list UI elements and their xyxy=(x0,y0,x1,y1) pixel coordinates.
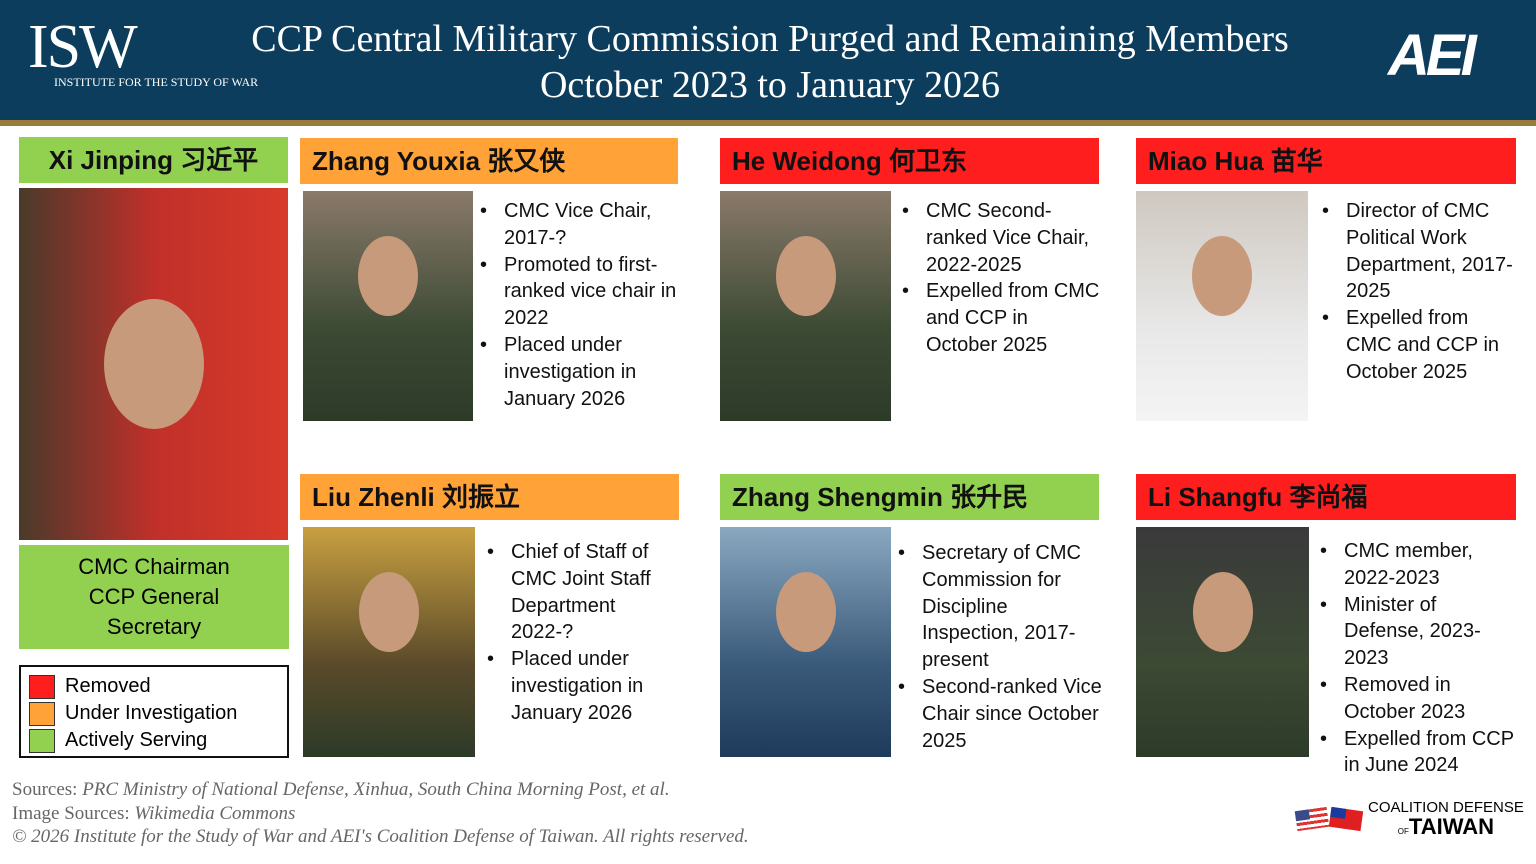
legend-item-under-investigation: Under Investigation xyxy=(29,700,279,727)
isw-logo: ISW INSTITUTE FOR THE STUDY OF WAR xyxy=(28,13,259,89)
name-bar-li-shangfu: Li Shangfu 李尚福 xyxy=(1136,474,1516,520)
name-bar-liu-zhenli: Liu Zhenli 刘振立 xyxy=(300,474,679,520)
legend: Removed Under Investigation Actively Ser… xyxy=(19,665,289,758)
bullets-zhang-youxia: CMC Vice Chair, 2017-?Promoted to first-… xyxy=(480,198,680,412)
bullets-miao-hua: Director of CMC Political Work Departmen… xyxy=(1322,198,1516,386)
legend-item-actively-serving: Actively Serving xyxy=(29,727,279,754)
photo-zhang-shengmin xyxy=(720,527,891,757)
name-bar-he-weidong: He Weidong 何卫东 xyxy=(720,138,1099,184)
photo-zhang-youxia xyxy=(303,191,473,421)
name-bar-zhang-youxia: Zhang Youxia 张又侠 xyxy=(300,138,678,184)
photo-miao-hua xyxy=(1136,191,1308,421)
name-bar-xi-jinping: Xi Jinping 习近平 xyxy=(19,137,288,183)
photo-li-shangfu xyxy=(1136,527,1309,757)
photo-xi-jinping xyxy=(19,188,288,540)
bullets-liu-zhenli: Chief of Staff of CMC Joint Staff Depart… xyxy=(487,539,682,727)
bullets-zhang-shengmin: Secretary of CMC Commission for Discipli… xyxy=(898,540,1103,754)
bullets-li-shangfu: CMC member, 2022-2023Minister of Defense… xyxy=(1320,538,1520,779)
aei-logo: AEI xyxy=(1388,23,1477,88)
photo-liu-zhenli xyxy=(303,527,475,757)
gold-divider xyxy=(0,120,1536,126)
chairman-role: CMC Chairman CCP General Secretary xyxy=(19,545,289,649)
name-bar-miao-hua: Miao Hua 苗华 xyxy=(1136,138,1516,184)
coalition-defense-taiwan-logo: COALITION DEFENSE OFTAIWAN xyxy=(1294,800,1524,839)
bullets-he-weidong: CMC Second-ranked Vice Chair, 2022-2025E… xyxy=(902,198,1102,359)
name-bar-zhang-shengmin: Zhang Shengmin 张升民 xyxy=(720,474,1099,520)
flags-icon xyxy=(1294,805,1364,835)
photo-he-weidong xyxy=(720,191,891,421)
footer-sources: Sources: PRC Ministry of National Defens… xyxy=(12,779,749,847)
header-banner: ISW INSTITUTE FOR THE STUDY OF WAR CCP C… xyxy=(0,0,1536,120)
page-title: CCP Central Military Commission Purged a… xyxy=(251,18,1289,106)
legend-item-removed: Removed xyxy=(29,673,279,700)
